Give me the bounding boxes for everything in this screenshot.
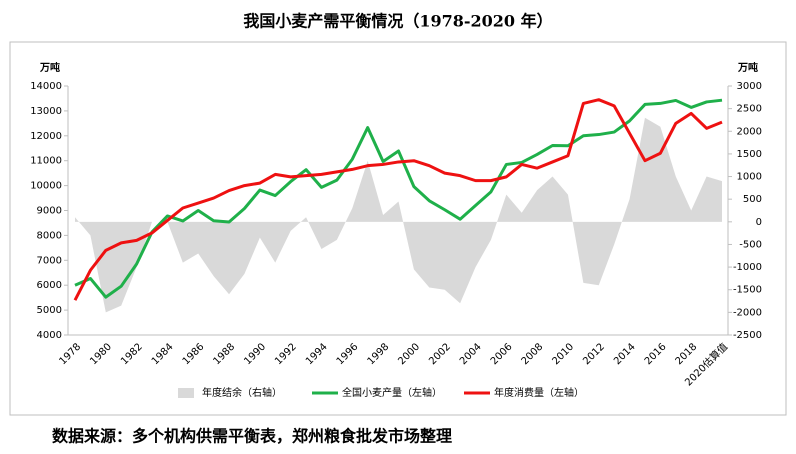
y-tick-label: 14000 [30,81,62,92]
source-note: 数据来源：多个机构供需平衡表，郑州粮食批发市场整理 [52,427,452,446]
y-tick-label: 4000 [37,330,62,341]
chart-title: 我国小麦产需平衡情况（1978-2020 年） [243,12,552,31]
y2-tick-label: 0 [756,217,762,228]
series-line [74,98,723,299]
y-tick-label: 12000 [30,131,62,142]
y-tick-label: 11000 [30,156,62,167]
y2-tick-label: 2500 [737,104,762,115]
y-tick-label: 9000 [37,206,62,217]
y2-tick-label: -500 [739,239,762,250]
y2-tick-label: -2500 [733,330,762,341]
legend-swatch [178,388,194,398]
y-tick-label: 8000 [37,230,62,241]
y-tick-label: 7000 [37,255,62,266]
y2-tick-label: -1500 [733,285,762,296]
y-tick-label: 13000 [30,106,62,117]
y2-tick-label: -1000 [733,262,762,273]
legend-label: 年度结余（右轴） [202,386,282,399]
y2-tick-label: 1500 [737,149,762,160]
y-tick-label: 5000 [37,305,62,316]
legend-label: 年度消费量（左轴） [494,386,584,399]
y2-tick-label: 3000 [737,81,762,92]
legend-label: 全国小麦产量（左轴） [342,386,442,399]
surplus-area [75,117,722,313]
y-tick-label: 6000 [37,280,62,291]
y-unit: 万吨 [39,61,60,74]
y2-tick-label: 500 [743,194,762,205]
y2-tick-label: 2000 [737,126,762,137]
y2-unit: 万吨 [737,61,758,74]
series-line [73,98,723,301]
y-tick-label: 10000 [30,181,62,192]
y2-tick-label: -2000 [733,307,762,318]
y2-tick-label: 1000 [737,172,762,183]
